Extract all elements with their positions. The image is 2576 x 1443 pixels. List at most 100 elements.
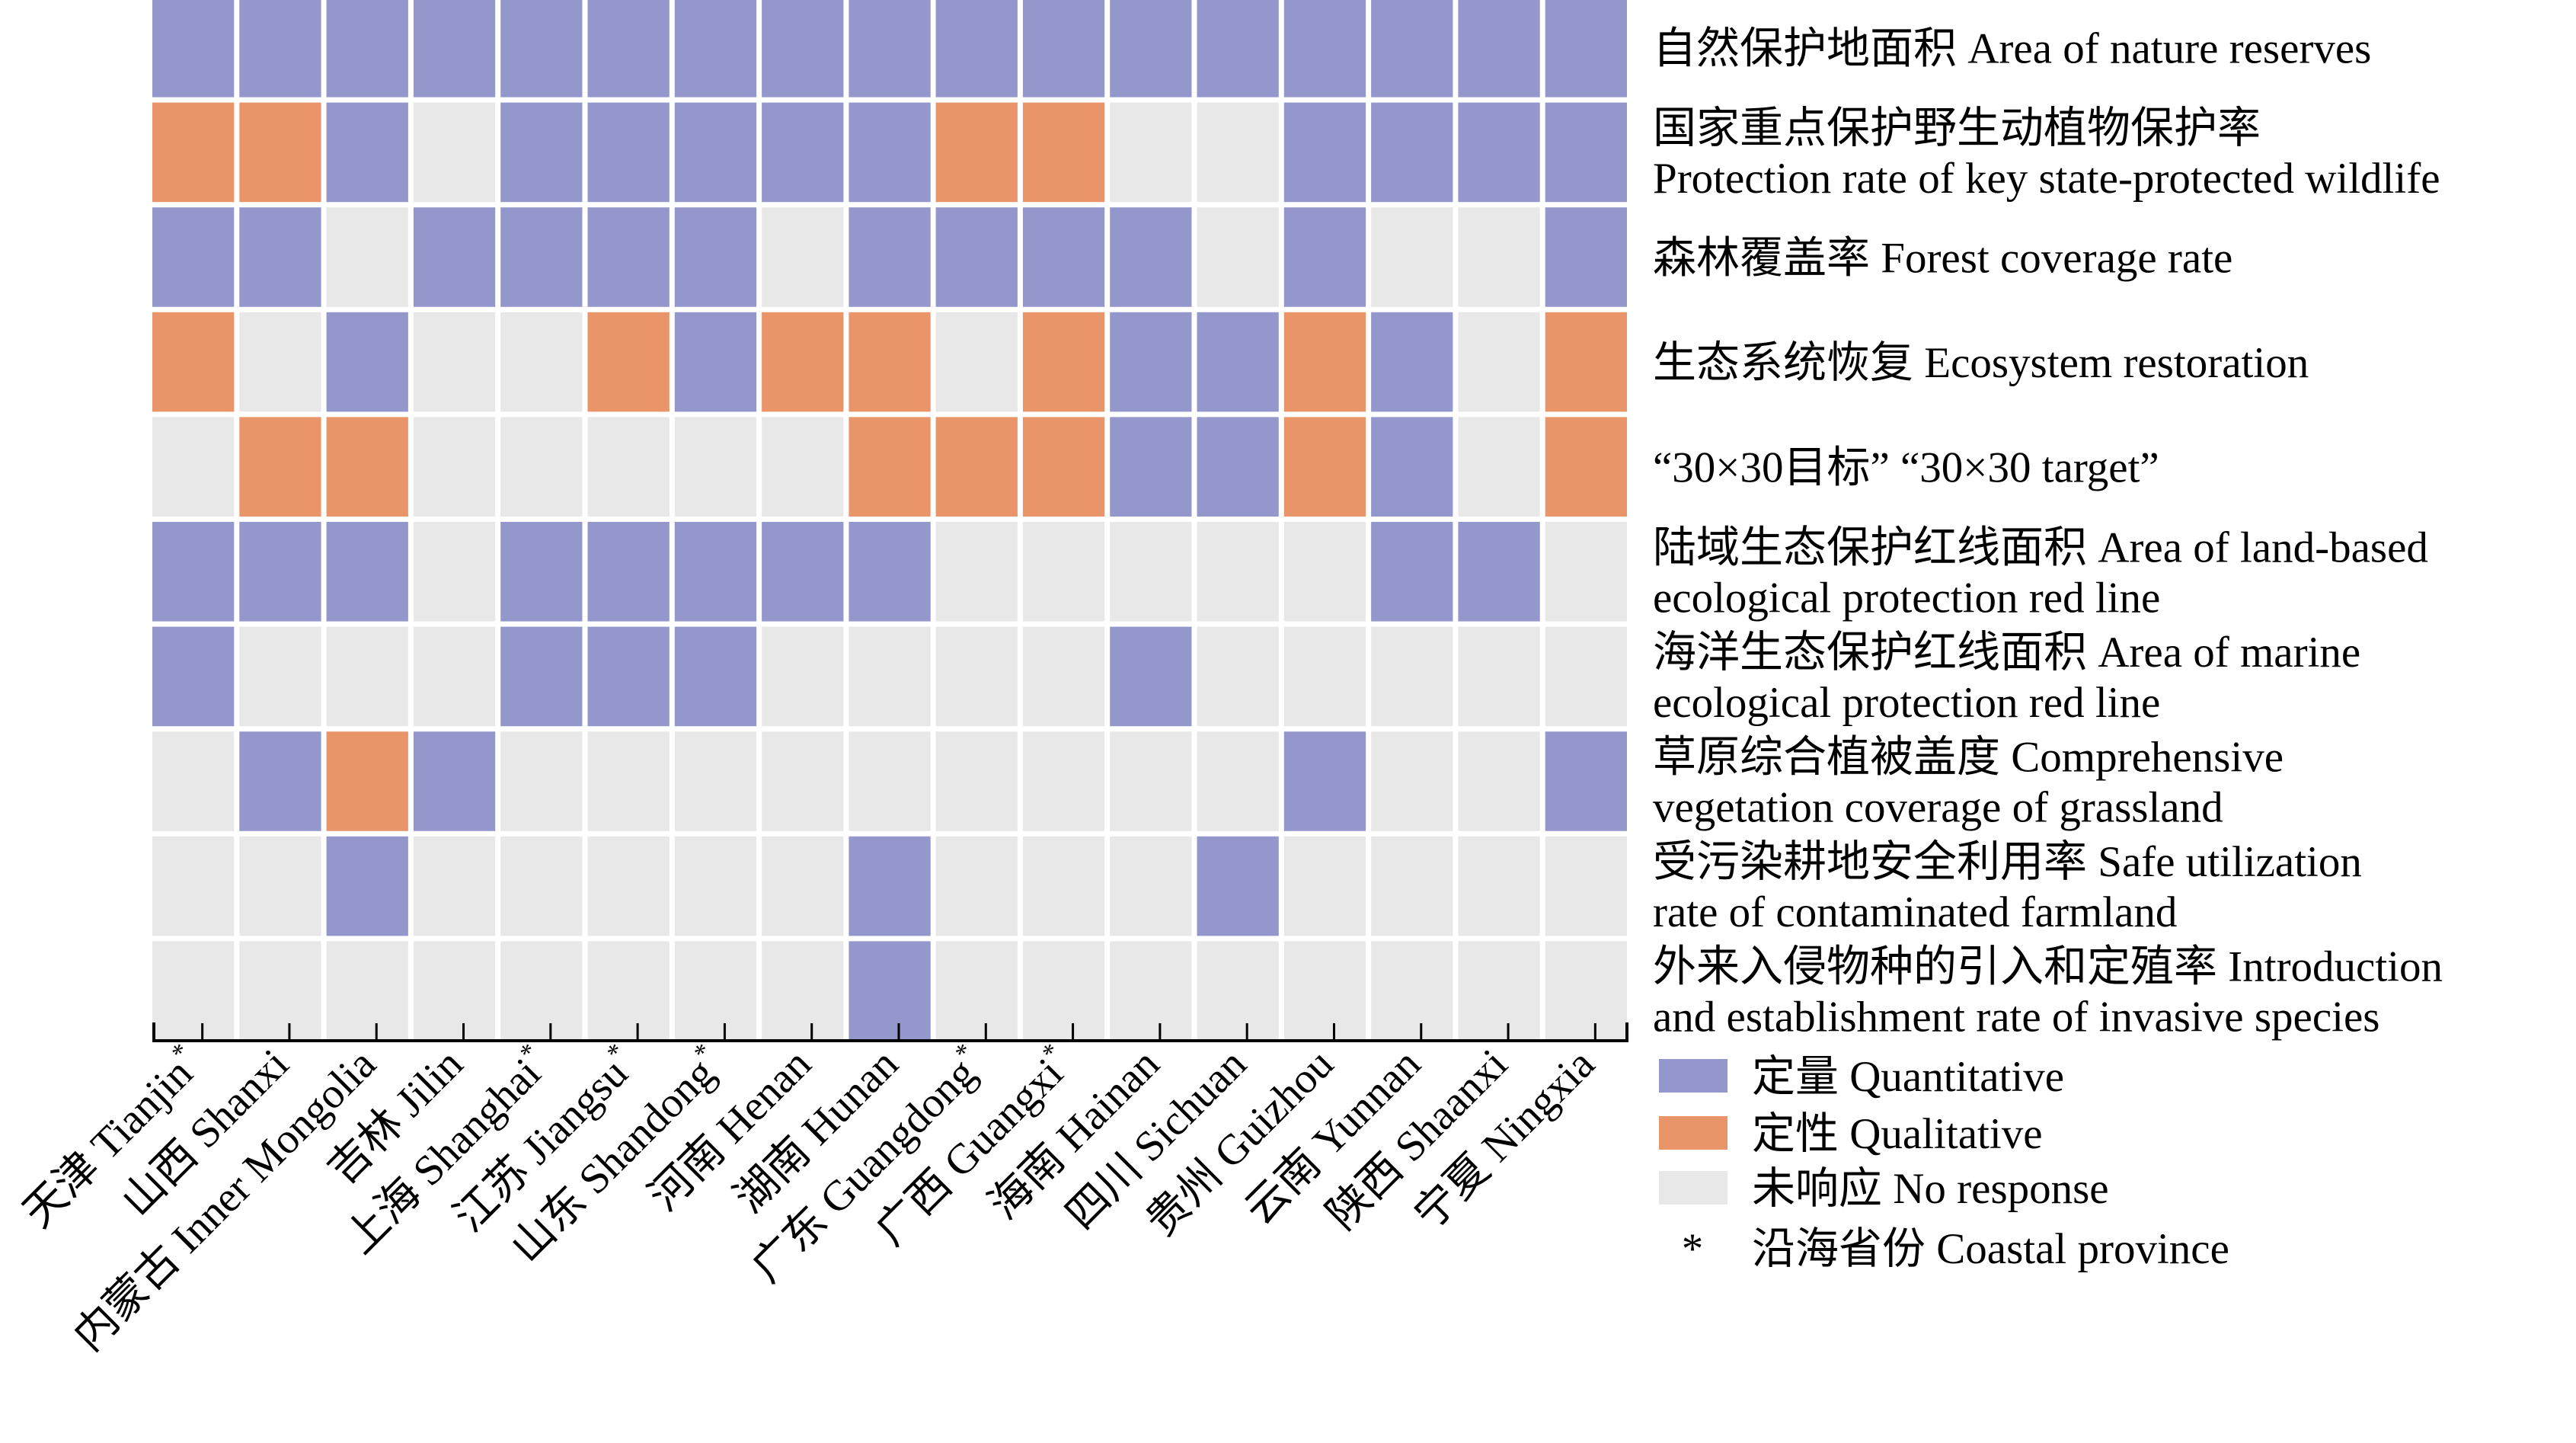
- heatmap-cell-n: [326, 626, 408, 727]
- heatmap-cell-n: [1371, 626, 1453, 727]
- row-label: Protection rate of key state-protected w…: [1653, 155, 2440, 203]
- heatmap-cell-q: [500, 102, 583, 203]
- heatmap-cell-n: [1371, 207, 1453, 307]
- heatmap-cell-n: [239, 836, 321, 936]
- heatmap-cell-q: [500, 0, 583, 98]
- heatmap-cell-n: [1458, 312, 1540, 412]
- heatmap-cell-n: [1283, 941, 1366, 1041]
- heatmap-cell-q: [239, 731, 321, 831]
- heatmap-cell-l: [326, 731, 408, 831]
- row-label: vegetation coverage of grassland: [1653, 784, 2223, 832]
- heatmap-cell-n: [1197, 941, 1279, 1041]
- heatmap-cell-n: [935, 731, 1018, 831]
- heatmap-cell-n: [849, 731, 931, 831]
- heatmap-cell-n: [1022, 626, 1105, 727]
- heatmap-cell-n: [1283, 522, 1366, 622]
- heatmap-cell-l: [849, 417, 931, 517]
- heatmap-cell-l: [935, 102, 1018, 203]
- heatmap-cell-n: [1283, 836, 1366, 936]
- heatmap-cell-n: [1197, 207, 1279, 307]
- heatmap-cell-q: [1371, 417, 1453, 517]
- heatmap-cell-n: [587, 417, 670, 517]
- heatmap-cell-l: [239, 102, 321, 203]
- heatmap-cell-n: [1197, 522, 1279, 622]
- heatmap-cell-q: [762, 522, 844, 622]
- heatmap-cell-n: [152, 731, 235, 831]
- heatmap-cell-n: [1110, 731, 1192, 831]
- heatmap-cell-q: [587, 207, 670, 307]
- heatmap-cell-q: [326, 836, 408, 936]
- heatmap-cell-q: [1022, 207, 1105, 307]
- heatmap-cell-q: [500, 522, 583, 622]
- heatmap-cell-n: [849, 626, 931, 727]
- heatmap-cell-n: [500, 836, 583, 936]
- x-axis: [152, 1022, 1628, 1042]
- heatmap-cell-n: [1545, 941, 1627, 1041]
- heatmap-cell-q: [1283, 731, 1366, 831]
- heatmap-cell-n: [326, 207, 408, 307]
- heatmap-cell-n: [500, 731, 583, 831]
- heatmap-cell-n: [500, 312, 583, 412]
- legend-coastal-label: 沿海省份 Coastal province: [1752, 1225, 2229, 1273]
- heatmap-cell-n: [500, 941, 583, 1041]
- heatmap-cell-n: [1371, 836, 1453, 936]
- heatmap-cell-n: [762, 626, 844, 727]
- heatmap-cell-q: [1545, 731, 1627, 831]
- heatmap-cell-n: [413, 626, 496, 727]
- heatmap-cell-n: [762, 836, 844, 936]
- heatmap-cell-n: [1458, 626, 1540, 727]
- heatmap-cell-n: [152, 941, 235, 1041]
- heatmap-cell-n: [326, 941, 408, 1041]
- heatmap-cell-l: [587, 312, 670, 412]
- heatmap-cell-q: [413, 0, 496, 98]
- heatmap-cell-q: [413, 731, 496, 831]
- heatmap-cell-q: [1197, 417, 1279, 517]
- row-label: ecological protection red line: [1653, 574, 2160, 622]
- heatmap-cell-n: [413, 102, 496, 203]
- heatmap-cell-q: [1371, 102, 1453, 203]
- heatmap-cell-n: [239, 626, 321, 727]
- heatmap-cell-q: [587, 0, 670, 98]
- row-label: 海洋生态保护红线面积 Area of marine: [1653, 629, 2360, 677]
- heatmap-cell-q: [587, 522, 670, 622]
- heatmap-cell-n: [413, 417, 496, 517]
- heatmap-cell-n: [1458, 941, 1540, 1041]
- heatmap-cell-q: [1197, 0, 1279, 98]
- heatmap-cell-q: [1545, 102, 1627, 203]
- heatmap-cell-l: [1022, 102, 1105, 203]
- heatmap-cell-q: [1283, 207, 1366, 307]
- heatmap-cell-n: [762, 731, 844, 831]
- heatmap-cell-n: [1022, 522, 1105, 622]
- heatmap-cell-n: [587, 731, 670, 831]
- heatmap-cell-n: [1197, 731, 1279, 831]
- heatmap-cell-q: [326, 0, 408, 98]
- row-label: rate of contaminated farmland: [1653, 888, 2177, 936]
- heatmap-cell-n: [587, 836, 670, 936]
- heatmap-cell-q: [1371, 312, 1453, 412]
- heatmap-cell-n: [1545, 836, 1627, 936]
- heatmap-cell-q: [1197, 836, 1279, 936]
- heatmap-cell-q: [1197, 312, 1279, 412]
- heatmap-cell-l: [935, 417, 1018, 517]
- heatmap-cell-l: [849, 312, 931, 412]
- heatmap-cell-q: [849, 941, 931, 1041]
- heatmap-cell-n: [1371, 941, 1453, 1041]
- heatmap-cell-n: [1197, 102, 1279, 203]
- row-label: “30×30目标” “30×30 target”: [1653, 444, 2159, 492]
- heatmap-cell-q: [413, 207, 496, 307]
- legend-coastal-symbol: *: [1682, 1225, 1704, 1273]
- heatmap-cell-q: [1458, 102, 1540, 203]
- row-label: 受污染耕地安全利用率 Safe utilization: [1653, 838, 2362, 886]
- heatmap-cell-n: [152, 417, 235, 517]
- heatmap-cell-q: [674, 207, 757, 307]
- heatmap-cell-q: [1110, 0, 1192, 98]
- heatmap-cell-n: [1110, 836, 1192, 936]
- heatmap-cell-q: [500, 626, 583, 727]
- heatmap-cell-q: [1110, 312, 1192, 412]
- heatmap-cell-q: [1283, 102, 1366, 203]
- heatmap-cell-q: [152, 0, 235, 98]
- heatmap-cell-n: [413, 836, 496, 936]
- heatmap-cell-l: [1283, 312, 1366, 412]
- heatmap-cell-n: [500, 417, 583, 517]
- legend-label: 定量 Quantitative: [1752, 1053, 2064, 1101]
